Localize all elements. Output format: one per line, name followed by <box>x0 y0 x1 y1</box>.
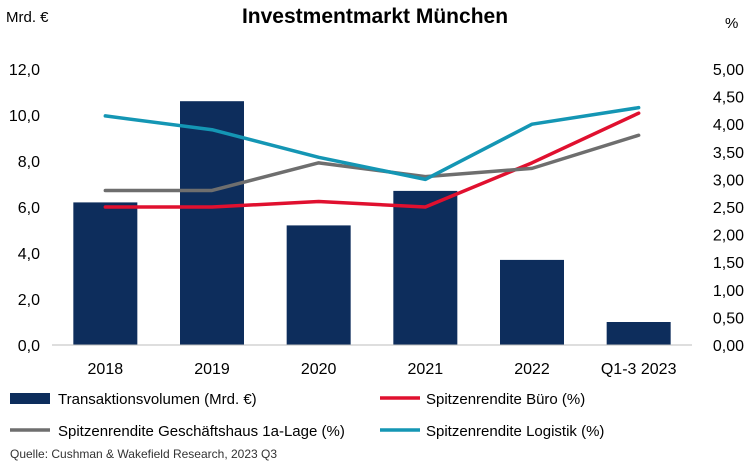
legend-label-geschaeftshaus: Spitzenrendite Geschäftshaus 1a-Lage (%) <box>58 423 345 440</box>
right-axis-ticks: 0,00 0,50 1,00 1,50 2,00 2,50 3,00 3,50 4,00 4,50… <box>713 62 744 355</box>
legend: Transaktionsvolumen (Mrd. €) Spitzenrend… <box>10 391 604 440</box>
category-label: 2019 <box>194 361 230 378</box>
left-tick-label: 2,0 <box>18 292 40 309</box>
right-tick-label: 4,00 <box>713 117 744 134</box>
bar <box>606 322 671 345</box>
left-axis-ticks: 0,0 2,0 4,0 6,0 8,0 10,0 12,0 <box>9 62 40 355</box>
category-label: 2018 <box>88 361 124 378</box>
left-tick-label: 0,0 <box>18 338 40 355</box>
source-note: Quelle: Cushman & Wakefield Research, 20… <box>10 447 277 461</box>
legend-label-bars: Transaktionsvolumen (Mrd. €) <box>58 391 257 408</box>
right-tick-label: 1,00 <box>713 283 744 300</box>
series-line <box>103 111 641 209</box>
legend-label-logistik: Spitzenrendite Logistik (%) <box>426 423 604 440</box>
legend-swatch-bars <box>10 393 50 404</box>
chart-title: Investmentmarkt München <box>242 5 508 28</box>
series-line <box>103 105 641 182</box>
category-label: 2022 <box>514 361 550 378</box>
right-tick-label: 5,00 <box>713 62 744 79</box>
bar-series <box>73 101 671 345</box>
category-label: 2020 <box>301 361 337 378</box>
left-tick-label: 10,0 <box>9 108 40 125</box>
left-axis-unit: Mrd. € <box>6 9 49 26</box>
bar <box>286 225 351 345</box>
right-tick-label: 3,00 <box>713 172 744 189</box>
legend-label-buero: Spitzenrendite Büro (%) <box>426 391 585 408</box>
left-tick-label: 4,0 <box>18 246 40 263</box>
right-tick-label: 4,50 <box>713 90 744 107</box>
bar <box>393 190 458 345</box>
bar <box>500 259 564 345</box>
right-tick-label: 3,50 <box>713 145 744 162</box>
category-label: 2021 <box>408 361 444 378</box>
left-tick-label: 8,0 <box>18 154 40 171</box>
line-series <box>103 105 641 209</box>
right-tick-label: 2,00 <box>713 228 744 245</box>
category-label: Q1-3 2023 <box>601 361 677 378</box>
right-tick-label: 2,50 <box>713 200 744 217</box>
right-axis-unit: % <box>725 15 738 32</box>
category-labels: 2018 2019 2020 2021 2022 Q1-3 2023 <box>88 361 677 378</box>
bar <box>180 101 244 345</box>
right-tick-label: 0,00 <box>713 338 744 355</box>
left-tick-label: 12,0 <box>9 62 40 79</box>
left-tick-label: 6,0 <box>18 200 40 217</box>
bar <box>73 202 138 345</box>
right-tick-label: 1,50 <box>713 255 744 272</box>
right-tick-label: 0,50 <box>713 310 744 327</box>
